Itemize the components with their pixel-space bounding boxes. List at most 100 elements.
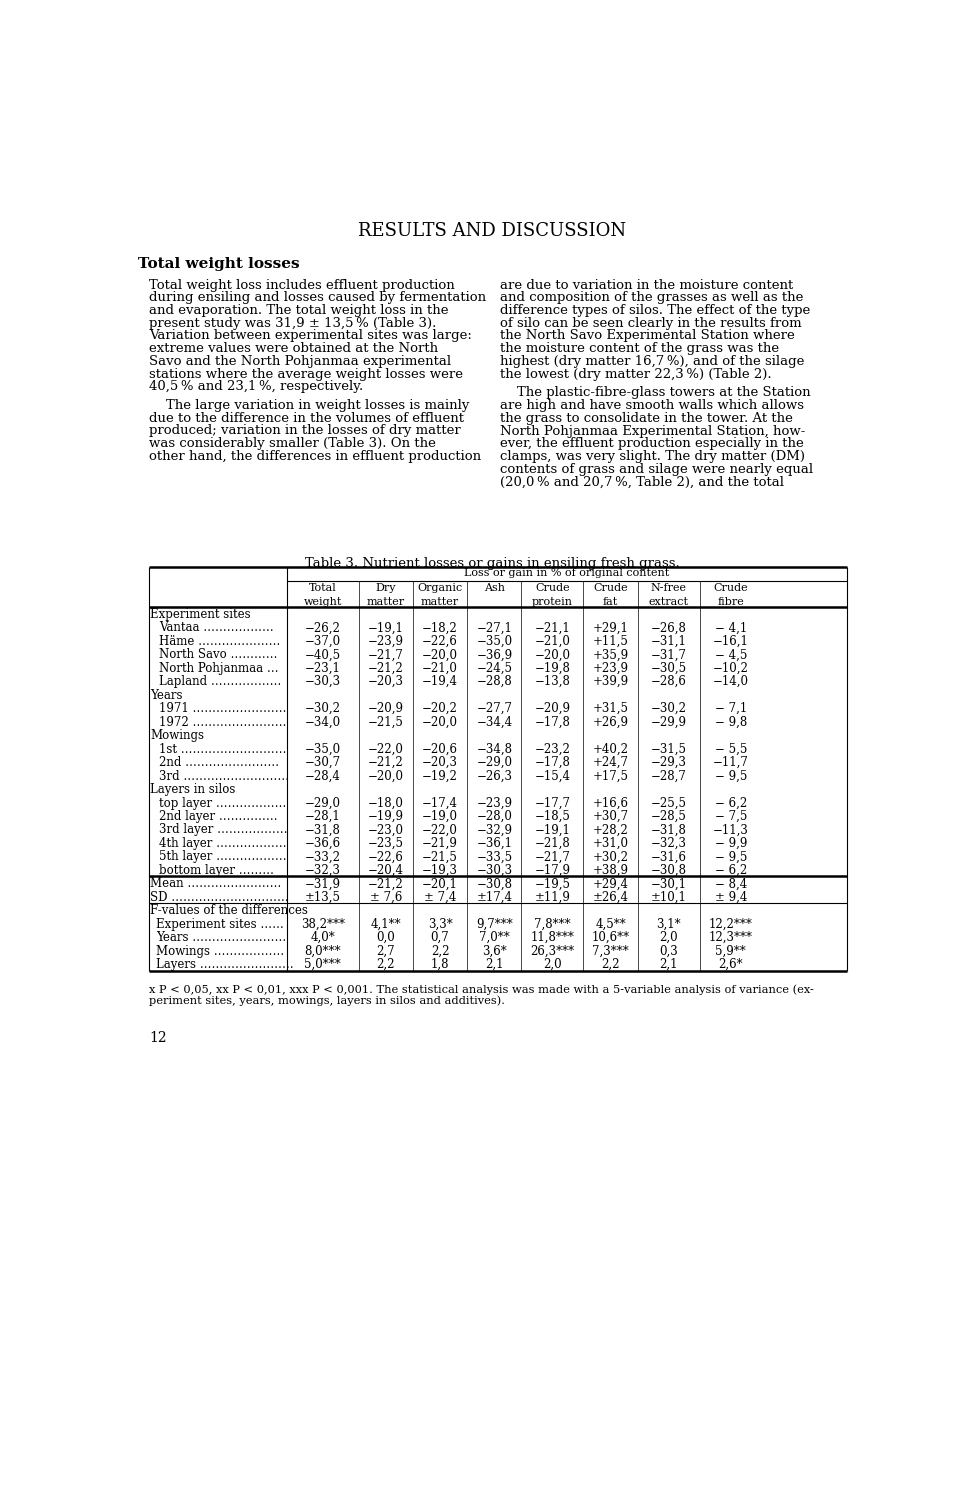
Text: +29,4: +29,4 <box>592 878 629 890</box>
Text: of silo can be seen clearly in the results from: of silo can be seen clearly in the resul… <box>500 317 802 330</box>
Text: −20,0: −20,0 <box>422 648 458 662</box>
Text: − 6,2: − 6,2 <box>714 865 747 877</box>
Text: −22,6: −22,6 <box>368 851 404 863</box>
Text: due to the difference in the volumes of effluent: due to the difference in the volumes of … <box>150 411 465 425</box>
Text: −28,8: −28,8 <box>476 675 513 689</box>
Text: −31,8: −31,8 <box>651 824 686 836</box>
Text: −33,5: −33,5 <box>476 851 513 863</box>
Text: 5,0***: 5,0*** <box>304 958 341 971</box>
Text: +11,5: +11,5 <box>592 635 629 648</box>
Text: −32,3: −32,3 <box>651 838 686 850</box>
Text: and evaporation. The total weight loss in the: and evaporation. The total weight loss i… <box>150 305 449 317</box>
Text: −20,0: −20,0 <box>422 716 458 728</box>
Text: − 7,1: − 7,1 <box>714 702 747 714</box>
Text: periment sites, years, mowings, layers in silos and additives).: periment sites, years, mowings, layers i… <box>150 995 506 1006</box>
Text: 38,2***: 38,2*** <box>300 917 345 931</box>
Text: −20,1: −20,1 <box>422 878 458 890</box>
Text: SD …………………………: SD ………………………… <box>150 890 289 904</box>
Text: North Savo …………: North Savo ………… <box>158 648 277 662</box>
Text: 2nd ……………………: 2nd …………………… <box>158 757 278 769</box>
Text: the moisture content of the grass was the: the moisture content of the grass was th… <box>500 342 779 356</box>
Text: −20,3: −20,3 <box>422 757 458 769</box>
Text: +35,9: +35,9 <box>592 648 629 662</box>
Text: 3,6*: 3,6* <box>482 944 507 958</box>
Text: x P < 0,05, xx P < 0,01, xxx P < 0,001. The statistical analysis was made with a: x P < 0,05, xx P < 0,01, xxx P < 0,001. … <box>150 985 814 995</box>
Text: −22,0: −22,0 <box>422 824 458 836</box>
Text: N-free
extract: N-free extract <box>649 582 688 606</box>
Text: −20,4: −20,4 <box>368 865 404 877</box>
Text: −21,2: −21,2 <box>368 662 404 675</box>
Text: North Pohjanmaa Experimental Station, how-: North Pohjanmaa Experimental Station, ho… <box>500 425 805 438</box>
Text: 26,3***: 26,3*** <box>530 944 574 958</box>
Text: 12,2***: 12,2*** <box>708 917 753 931</box>
Text: +28,2: +28,2 <box>592 824 629 836</box>
Text: −32,3: −32,3 <box>304 865 341 877</box>
Text: −26,3: −26,3 <box>476 770 513 782</box>
Text: −15,4: −15,4 <box>535 770 570 782</box>
Text: −19,1: −19,1 <box>368 621 404 635</box>
Text: 2,1: 2,1 <box>660 958 678 971</box>
Text: the grass to consolidate in the tower. At the: the grass to consolidate in the tower. A… <box>500 411 793 425</box>
Text: The plastic-fibre-glass towers at the Station: The plastic-fibre-glass towers at the St… <box>500 386 810 399</box>
Text: Loss or gain in % of original content: Loss or gain in % of original content <box>465 569 669 578</box>
Text: +29,1: +29,1 <box>592 621 629 635</box>
Text: − 5,5: − 5,5 <box>714 743 747 755</box>
Text: −30,8: −30,8 <box>651 865 686 877</box>
Text: 12,3***: 12,3*** <box>708 931 753 944</box>
Text: −20,9: −20,9 <box>368 702 404 714</box>
Text: 5th layer ………………: 5th layer ……………… <box>158 851 286 863</box>
Text: −31,1: −31,1 <box>651 635 686 648</box>
Text: Experiment sites: Experiment sites <box>150 608 251 621</box>
Text: −21,2: −21,2 <box>368 757 404 769</box>
Text: 4,5**: 4,5** <box>595 917 626 931</box>
Text: during ensiling and losses caused by fermentation: during ensiling and losses caused by fer… <box>150 291 487 305</box>
Text: −23,2: −23,2 <box>535 743 570 755</box>
Text: −18,2: −18,2 <box>422 621 458 635</box>
Text: ± 7,6: ± 7,6 <box>370 890 402 904</box>
Text: −30,8: −30,8 <box>476 878 513 890</box>
Text: ±26,4: ±26,4 <box>592 890 629 904</box>
Text: 7,3***: 7,3*** <box>592 944 629 958</box>
Text: −35,0: −35,0 <box>304 743 341 755</box>
Text: −19,9: −19,9 <box>368 811 404 823</box>
Text: − 9,5: − 9,5 <box>714 851 747 863</box>
Text: Dry
matter: Dry matter <box>367 582 405 606</box>
Text: RESULTS AND DISCUSSION: RESULTS AND DISCUSSION <box>358 222 626 240</box>
Text: Crude
fat: Crude fat <box>593 582 628 606</box>
Text: extreme values were obtained at the North: extreme values were obtained at the Nort… <box>150 342 439 356</box>
Text: 2,2: 2,2 <box>601 958 620 971</box>
Text: −25,5: −25,5 <box>651 797 686 809</box>
Text: −29,0: −29,0 <box>304 797 341 809</box>
Text: Mowings ………………: Mowings ……………… <box>156 944 284 958</box>
Text: 5,9**: 5,9** <box>715 944 746 958</box>
Text: Total
weight: Total weight <box>303 582 342 606</box>
Text: −21,9: −21,9 <box>422 838 458 850</box>
Text: −19,2: −19,2 <box>422 770 458 782</box>
Text: other hand, the differences in effluent production: other hand, the differences in effluent … <box>150 450 482 462</box>
Text: Crude
fibre: Crude fibre <box>713 582 748 606</box>
Text: +39,9: +39,9 <box>592 675 629 689</box>
Text: −23,9: −23,9 <box>368 635 404 648</box>
Text: Years: Years <box>150 689 182 701</box>
Text: − 7,5: − 7,5 <box>714 811 747 823</box>
Text: contents of grass and silage were nearly equal: contents of grass and silage were nearly… <box>500 462 813 476</box>
Text: Mowings: Mowings <box>150 729 204 741</box>
Text: −37,0: −37,0 <box>304 635 341 648</box>
Text: −17,9: −17,9 <box>535 865 570 877</box>
Text: stations where the average weight losses were: stations where the average weight losses… <box>150 368 464 381</box>
Text: −14,0: −14,0 <box>712 675 749 689</box>
Text: 8,0***: 8,0*** <box>304 944 341 958</box>
Text: produced; variation in the losses of dry matter: produced; variation in the losses of dry… <box>150 425 461 437</box>
Text: −31,8: −31,8 <box>304 824 341 836</box>
Text: Variation between experimental sites was large:: Variation between experimental sites was… <box>150 330 472 342</box>
Text: are due to variation in the moisture content: are due to variation in the moisture con… <box>500 279 793 291</box>
Text: − 6,2: − 6,2 <box>714 797 747 809</box>
Text: Layers in silos: Layers in silos <box>150 784 235 796</box>
Text: −26,2: −26,2 <box>304 621 341 635</box>
Text: −24,5: −24,5 <box>476 662 513 675</box>
Text: −34,4: −34,4 <box>476 716 513 728</box>
Text: +24,7: +24,7 <box>592 757 629 769</box>
Text: 11,8***: 11,8*** <box>531 931 574 944</box>
Text: −17,8: −17,8 <box>535 716 570 728</box>
Text: −20,9: −20,9 <box>535 702 570 714</box>
